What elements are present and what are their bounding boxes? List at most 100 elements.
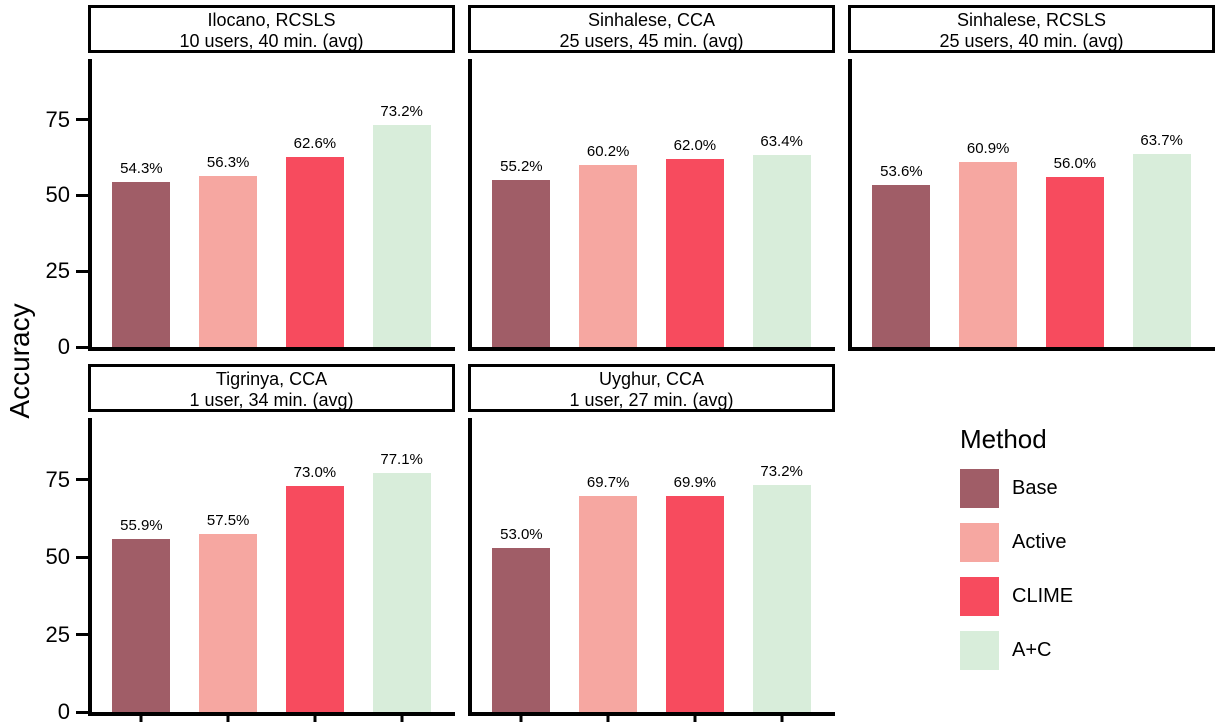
legend-entry: Active (960, 523, 1210, 562)
bar-value-label: 54.3% (120, 160, 163, 178)
bar-clime (665, 495, 724, 712)
y-tick-label: 50 (45, 182, 70, 208)
bar-value-label: 53.6% (880, 162, 923, 180)
legend-label: Active (1012, 531, 1067, 553)
y-tick-mark (76, 478, 88, 482)
bar-slot-active: 60.9% (945, 59, 1032, 347)
bar-active (579, 164, 638, 347)
bar-slot-base: 53.6% (858, 59, 945, 347)
bars-group: 53.0% 69.7% 69.9% 73.2% (472, 418, 835, 722)
facet-title-line1: Sinhalese, RCSLS (956, 10, 1107, 30)
bar-slot-active: 60.2% (565, 59, 652, 347)
bar-value-label: 62.6% (293, 135, 337, 153)
bars-group: 54.3% 56.3% 62.6% 73.2% (92, 59, 455, 347)
bar-value-label: 60.2% (586, 142, 630, 160)
legend-entry: A+C (960, 631, 1210, 670)
facet-title-line2: 1 user, 27 min. (avg) (569, 390, 734, 411)
bar-value-label: 56.0% (1053, 155, 1097, 173)
bar-slot-a+c: 73.2% (738, 418, 825, 722)
bar-value-label: 63.4% (760, 132, 803, 150)
bar-value-label: 53.0% (500, 525, 543, 543)
facet-strip-title: Sinhalese, CCA 25 users, 45 min. (avg) (468, 5, 835, 53)
x-tick-mark (226, 716, 230, 722)
legend-swatch-a-plus-c (960, 631, 999, 670)
bar-a+c (372, 473, 431, 712)
facet-strip-title: Ilocano, RCSLS 10 users, 40 min. (avg) (88, 5, 455, 53)
facet-title-line2: 1 user, 34 min. (avg) (189, 390, 354, 411)
y-tick-label: 25 (45, 258, 70, 284)
y-tick-label: 0 (57, 334, 70, 359)
bar-a+c (372, 125, 431, 347)
legend-swatch-active (960, 523, 999, 562)
plot-area: 55.2% 60.2% 62.0% 63.4% (468, 59, 835, 351)
bar-clime (285, 157, 344, 347)
bar-clime (1045, 177, 1104, 347)
bar-value-label: 69.9% (673, 473, 717, 491)
bar-slot-base: 54.3% (98, 59, 185, 347)
bar-a+c (752, 154, 811, 347)
plot-area: 0 25 50 75 54.3% 56.3% 62.6% 73.2% (46, 59, 455, 358)
bar-value-label: 57.5% (206, 512, 250, 530)
facet-title-line1: Uyghur, CCA (598, 369, 705, 389)
legend-label: A+C (1012, 639, 1052, 661)
facet-strip-title: Uyghur, CCA 1 user, 27 min. (avg) (468, 364, 835, 412)
bar-value-label: 56.3% (206, 154, 250, 172)
y-tick-label: 75 (45, 466, 70, 492)
facet-strip-title: Sinhalese, RCSLS 25 users, 40 min. (avg) (848, 5, 1215, 53)
legend-entry: Base (960, 469, 1210, 508)
y-tick-mark (76, 193, 88, 197)
bar-slot-active: 57.5% (185, 418, 272, 722)
y-tick-mark (76, 345, 88, 349)
facet-panel: Sinhalese, CCA 25 users, 45 min. (avg) 55.… (468, 5, 835, 351)
legend-label: CLIME (1012, 585, 1074, 607)
y-tick-mark (76, 118, 88, 122)
bar-slot-clime: 73.0% (272, 418, 359, 722)
y-axis-title: Accuracy (4, 303, 35, 419)
plot-area: 53.0% 69.7% 69.9% 73.2% (468, 418, 835, 722)
facet-strip-title: Tigrinya, CCA 1 user, 34 min. (avg) (88, 364, 455, 412)
bar-slot-clime: 56.0% (1032, 59, 1119, 347)
bar-base (492, 179, 551, 347)
facet-title-line2: 10 users, 40 min. (avg) (179, 31, 364, 52)
bar-a+c (752, 485, 811, 712)
x-tick-mark (139, 716, 143, 722)
facet-panel: Ilocano, RCSLS 10 users, 40 min. (avg) 0 25… (46, 5, 455, 358)
facet-panel: Tigrinya, CCA 1 user, 34 min. (avg) 0 25 50 7… (46, 364, 455, 722)
y-tick-mark (76, 633, 88, 637)
bar-value-label: 60.9% (966, 140, 1010, 158)
bar-base (112, 539, 171, 712)
legend-swatch-clime (960, 577, 999, 616)
bar-active (199, 176, 258, 347)
bar-active (199, 534, 258, 712)
y-tick-label: 25 (45, 621, 70, 647)
y-tick-mark (76, 555, 88, 559)
legend-title: Method (960, 424, 1047, 454)
y-tick-mark (76, 269, 88, 273)
bar-a+c (1132, 153, 1191, 347)
bar-slot-clime: 69.9% (652, 418, 739, 722)
bar-active (959, 162, 1018, 347)
bar-slot-base: 55.2% (478, 59, 565, 347)
bar-clime (665, 159, 724, 347)
bar-slot-a+c: 63.4% (738, 59, 825, 347)
bar-value-label: 73.2% (380, 103, 423, 121)
x-tick-mark (606, 716, 610, 722)
legend: Method Base Active CLIME A+C (960, 424, 1210, 685)
facet-title-line1: Ilocano, RCSLS (207, 10, 336, 30)
y-tick-mark (76, 710, 88, 714)
bar-value-label: 55.2% (500, 157, 543, 175)
legend-swatch-base (960, 469, 999, 508)
bar-base (492, 547, 551, 712)
bar-slot-a+c: 73.2% (358, 59, 445, 347)
plot-area: 0 25 50 75 55.9% 57.5% 73.0% 77.1% (46, 418, 455, 722)
facet-panel: Sinhalese, RCSLS 25 users, 40 min. (avg) 5… (848, 5, 1215, 351)
x-tick-mark (780, 716, 784, 722)
x-tick-mark (693, 716, 697, 722)
bar-slot-base: 53.0% (478, 418, 565, 722)
bar-slot-a+c: 77.1% (358, 418, 445, 722)
bar-slot-clime: 62.0% (652, 59, 739, 347)
bar-value-label: 69.7% (586, 474, 630, 492)
y-tick-label: 75 (45, 106, 70, 132)
facet-title-line1: Sinhalese, CCA (587, 10, 716, 30)
